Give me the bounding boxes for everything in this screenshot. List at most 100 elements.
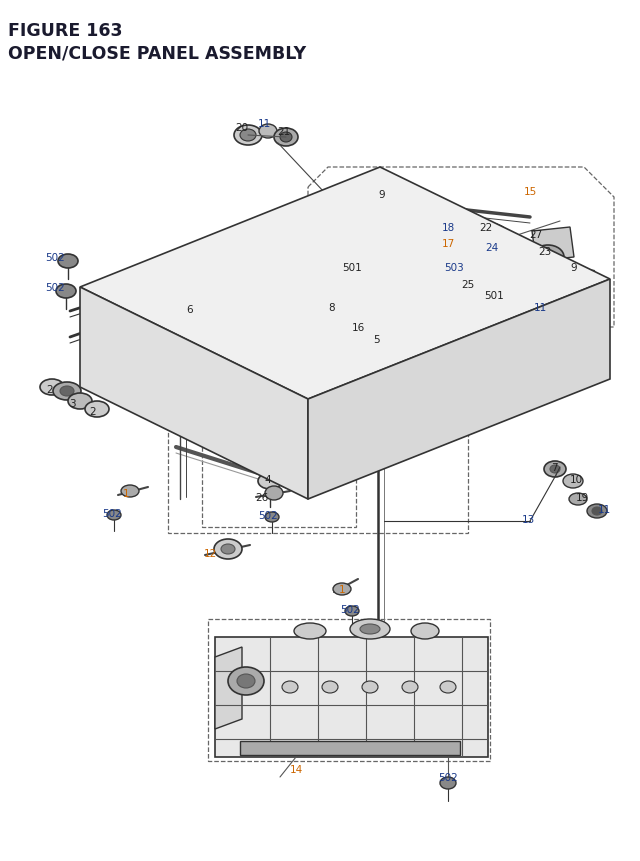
Bar xyxy=(370,272,570,392)
Ellipse shape xyxy=(322,681,338,693)
Bar xyxy=(240,741,460,755)
Ellipse shape xyxy=(466,282,482,294)
Text: 9: 9 xyxy=(379,189,385,200)
Text: 22: 22 xyxy=(479,223,493,232)
Text: 24: 24 xyxy=(485,243,499,253)
Ellipse shape xyxy=(544,461,566,478)
Text: 11: 11 xyxy=(533,303,547,313)
Bar xyxy=(202,448,356,528)
Ellipse shape xyxy=(528,301,552,318)
Bar xyxy=(230,316,470,383)
Ellipse shape xyxy=(333,583,351,595)
Text: 20: 20 xyxy=(236,123,248,133)
Text: 7: 7 xyxy=(550,462,557,473)
Text: 9: 9 xyxy=(571,263,577,273)
Text: 2: 2 xyxy=(47,385,53,394)
Text: 6: 6 xyxy=(187,305,193,314)
Ellipse shape xyxy=(274,129,298,147)
Bar xyxy=(168,381,468,533)
Text: 2: 2 xyxy=(90,406,96,417)
Ellipse shape xyxy=(40,380,64,395)
Polygon shape xyxy=(80,288,308,499)
Ellipse shape xyxy=(540,251,556,263)
Ellipse shape xyxy=(440,681,456,693)
Ellipse shape xyxy=(345,606,359,616)
Ellipse shape xyxy=(550,466,560,474)
Text: 4: 4 xyxy=(265,474,271,485)
Ellipse shape xyxy=(280,133,292,143)
Ellipse shape xyxy=(60,387,74,397)
Text: 502: 502 xyxy=(45,253,65,263)
Text: 502: 502 xyxy=(102,508,122,518)
Text: 18: 18 xyxy=(442,223,454,232)
Ellipse shape xyxy=(58,255,78,269)
Text: 8: 8 xyxy=(329,303,335,313)
Ellipse shape xyxy=(475,230,499,245)
Text: 13: 13 xyxy=(522,514,534,524)
Ellipse shape xyxy=(348,325,364,338)
Text: 16: 16 xyxy=(351,323,365,332)
Text: 15: 15 xyxy=(524,187,536,197)
Polygon shape xyxy=(80,168,610,400)
Ellipse shape xyxy=(214,539,242,560)
Ellipse shape xyxy=(482,233,492,242)
Text: 501: 501 xyxy=(484,291,504,300)
Text: 502: 502 xyxy=(258,511,278,520)
Text: 21: 21 xyxy=(277,127,291,137)
Ellipse shape xyxy=(360,624,380,635)
Ellipse shape xyxy=(107,511,121,520)
Ellipse shape xyxy=(444,236,452,248)
Ellipse shape xyxy=(68,393,92,410)
Ellipse shape xyxy=(402,681,418,693)
Ellipse shape xyxy=(294,623,326,639)
Polygon shape xyxy=(215,637,488,757)
Text: 5: 5 xyxy=(372,335,380,344)
Ellipse shape xyxy=(259,125,277,139)
Text: 502: 502 xyxy=(340,604,360,614)
Polygon shape xyxy=(490,242,528,274)
Text: 10: 10 xyxy=(570,474,582,485)
Text: 1: 1 xyxy=(123,488,129,499)
Ellipse shape xyxy=(265,512,279,523)
Polygon shape xyxy=(450,226,480,254)
Ellipse shape xyxy=(446,263,474,283)
Ellipse shape xyxy=(592,507,602,516)
Ellipse shape xyxy=(234,126,262,146)
Text: 17: 17 xyxy=(442,238,454,249)
Text: 11: 11 xyxy=(257,119,271,129)
Ellipse shape xyxy=(121,486,139,498)
Ellipse shape xyxy=(53,382,81,400)
Ellipse shape xyxy=(362,681,378,693)
Ellipse shape xyxy=(453,269,467,279)
Text: OPEN/CLOSE PANEL ASSEMBLY: OPEN/CLOSE PANEL ASSEMBLY xyxy=(8,44,306,62)
Text: FIGURE 163: FIGURE 163 xyxy=(8,22,122,40)
Ellipse shape xyxy=(350,619,390,639)
Bar xyxy=(208,619,490,761)
Ellipse shape xyxy=(440,777,456,789)
Text: 3: 3 xyxy=(68,399,76,408)
Polygon shape xyxy=(215,647,242,729)
Text: 26: 26 xyxy=(255,492,269,503)
Ellipse shape xyxy=(411,623,439,639)
Text: 501: 501 xyxy=(342,263,362,273)
Ellipse shape xyxy=(282,681,298,693)
Ellipse shape xyxy=(532,245,564,269)
Text: 23: 23 xyxy=(538,247,552,257)
Text: 502: 502 xyxy=(438,772,458,782)
Polygon shape xyxy=(308,280,610,499)
Polygon shape xyxy=(532,228,574,262)
Text: 19: 19 xyxy=(575,492,589,503)
Ellipse shape xyxy=(265,486,283,500)
Text: 12: 12 xyxy=(204,548,216,558)
Ellipse shape xyxy=(240,130,256,142)
Ellipse shape xyxy=(563,474,583,488)
Ellipse shape xyxy=(85,401,109,418)
Ellipse shape xyxy=(221,544,235,554)
Ellipse shape xyxy=(237,674,255,688)
Ellipse shape xyxy=(465,224,509,251)
Text: 25: 25 xyxy=(461,280,475,289)
Text: 27: 27 xyxy=(529,230,543,239)
Ellipse shape xyxy=(258,474,282,489)
Ellipse shape xyxy=(587,505,607,518)
Ellipse shape xyxy=(228,667,264,695)
